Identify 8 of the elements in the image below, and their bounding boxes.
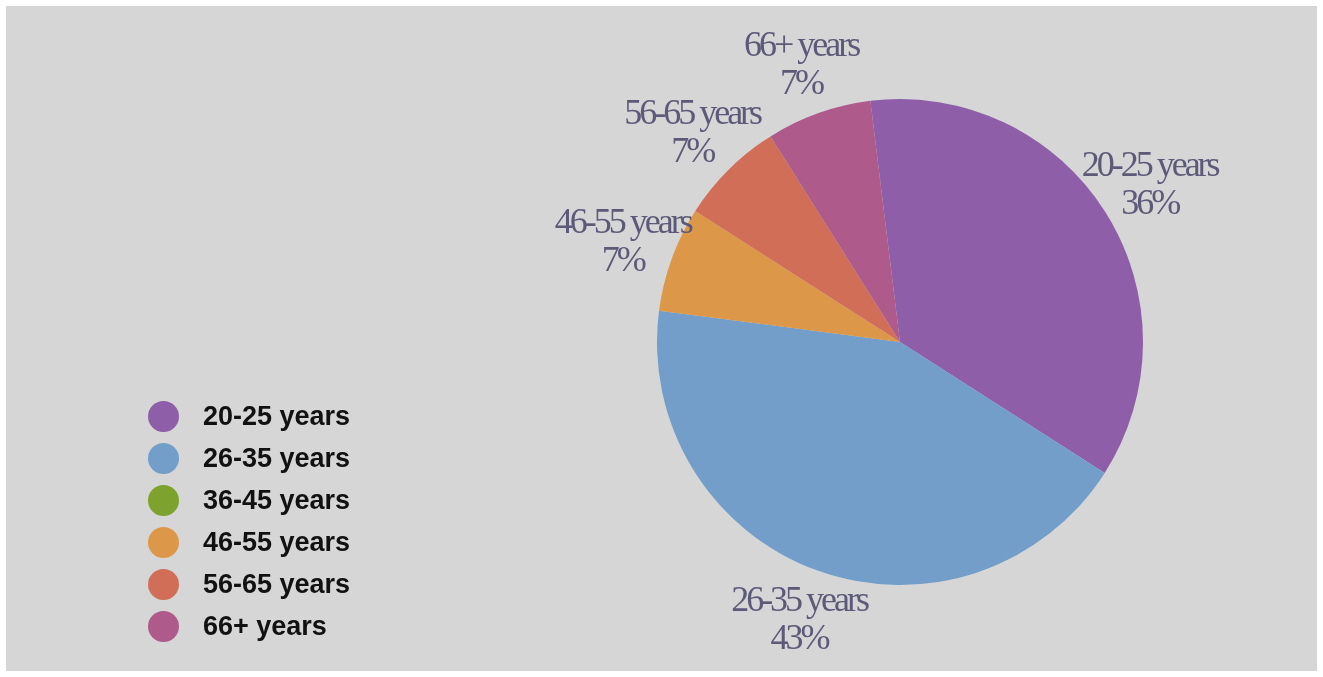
legend-label: 26-35 years (203, 442, 351, 474)
legend-label: 36-45 years (203, 484, 351, 516)
slice-label: 20-25 years (1081, 144, 1220, 185)
legend-label: 46-55 years (203, 526, 351, 558)
slice-label: 56-65 years (624, 92, 763, 133)
legend-label: 20-25 years (203, 400, 351, 432)
legend-label: 56-65 years (203, 568, 351, 600)
legend-label: 66+ years (203, 610, 327, 642)
